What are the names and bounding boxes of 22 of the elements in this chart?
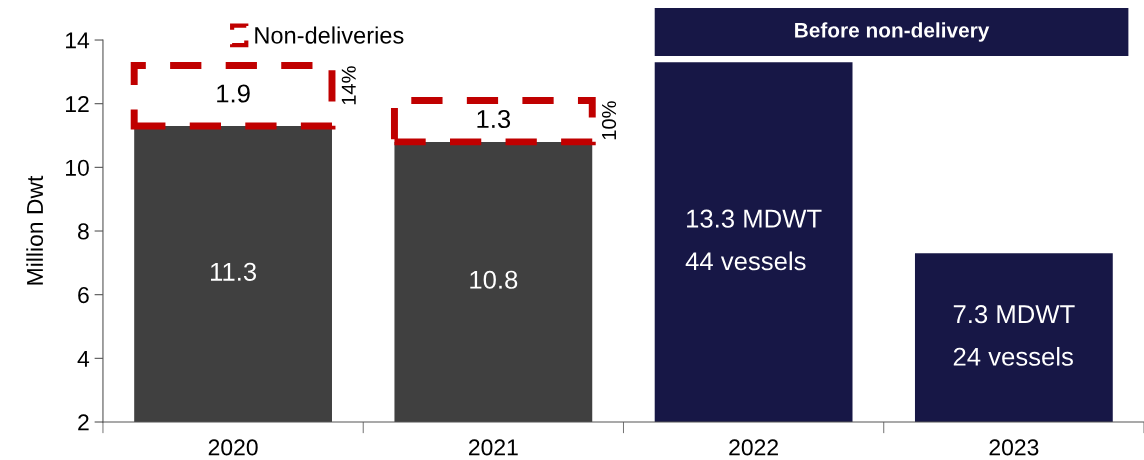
data-label: 11.3: [210, 262, 257, 281]
y-axis-title: Million Dwt: [26, 175, 44, 285]
annotation: 10%: [601, 101, 617, 140]
data-label: 10.8: [470, 270, 518, 289]
y-tick-label: 4: [77, 350, 90, 367]
data-label: 1.3: [477, 109, 511, 129]
x-tick-label: 2022: [729, 439, 778, 456]
y-tick-label: 12: [66, 95, 89, 112]
annotation: Before non-delivery: [795, 22, 990, 42]
y-tick-label: 8: [78, 223, 89, 240]
y-tick-label: 14: [66, 32, 90, 49]
y-tick-label: 6: [78, 286, 89, 304]
data-label: 7.3 MDWT 24 vessels: [953, 305, 1075, 366]
x-tick-label: 2020: [208, 439, 258, 456]
legend-label: Non-deliveries: [255, 26, 404, 44]
data-label: 1.9: [217, 84, 250, 103]
y-tick-label: 2: [78, 414, 89, 431]
x-tick-label: 2021: [469, 439, 518, 456]
annotation: 14%: [341, 66, 356, 105]
data-label: 13.3 MDWT 44 vessels: [685, 209, 822, 271]
x-tick-label: 2023: [989, 439, 1039, 456]
y-tick-label: 10: [66, 159, 89, 176]
